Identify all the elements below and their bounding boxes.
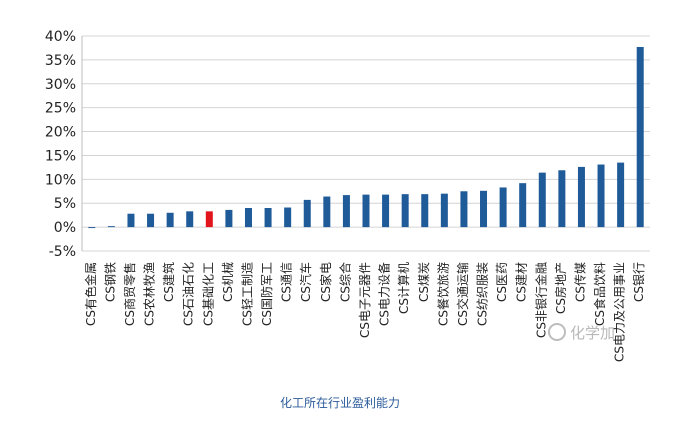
y-tick-label: 30% — [45, 77, 76, 93]
y-tick-label: -5% — [49, 244, 76, 260]
x-tick-label: CS交通运输 — [455, 262, 470, 326]
bar — [303, 199, 311, 228]
bar — [519, 183, 527, 228]
bar — [342, 195, 350, 228]
chart-figure: 40% 35% 30% 25% 20% 15% 10% 5% 0% -5% CS有色金属 CS钢铁 C… — [45, 29, 650, 362]
bar — [284, 207, 292, 228]
x-tick-label: CS餐饮旅游 — [435, 262, 450, 326]
y-tick-label: 15% — [45, 148, 76, 164]
bar — [88, 227, 96, 229]
bar — [362, 194, 370, 228]
x-tick-label: CS基础化工 — [201, 262, 215, 326]
bar — [577, 166, 585, 228]
x-tick-label: CS非银行金融 — [533, 262, 548, 338]
y-tick-label: 40% — [45, 29, 76, 45]
bar — [107, 226, 115, 228]
x-tick-label: CS传媒 — [572, 262, 587, 302]
y-tick-label: 35% — [45, 53, 76, 69]
bar — [597, 164, 605, 228]
bar — [440, 193, 448, 228]
bar — [538, 172, 546, 228]
x-tick-label: CS房地产 — [553, 262, 568, 314]
x-tick-label: CS农林牧渔 — [143, 262, 157, 326]
bar — [147, 213, 155, 228]
bar — [617, 162, 625, 228]
x-tick-label: CS商贸零售 — [122, 262, 137, 326]
y-tick-label: 25% — [45, 101, 76, 117]
bar — [401, 194, 409, 228]
x-tick-label: CS电力及公用事业 — [613, 262, 627, 362]
wechat-icon — [548, 323, 566, 341]
x-tick-label: CS建筑 — [161, 262, 176, 302]
bar — [264, 208, 272, 228]
x-tick-label: CS国防军工 — [259, 262, 274, 326]
x-tick-label: CS轻工制造 — [240, 262, 254, 326]
x-tick-label: CS石油石化 — [182, 262, 196, 326]
x-tick-label: CS有色金属 — [83, 262, 98, 326]
x-tick-label: CS电子元器件 — [358, 262, 372, 338]
x-tick-label: CS汽车 — [298, 262, 313, 302]
bar — [421, 194, 429, 228]
x-tick-label: CS钢铁 — [103, 262, 117, 302]
bar — [382, 194, 390, 228]
watermark-text: 化学加 — [570, 324, 616, 342]
bar — [460, 191, 468, 228]
bar — [480, 190, 488, 228]
x-tick-label: CS银行 — [632, 262, 646, 302]
y-tick-label: 20% — [45, 125, 76, 141]
bar — [558, 170, 566, 228]
bar — [636, 46, 644, 228]
bar — [244, 208, 252, 228]
bar — [166, 212, 174, 228]
x-tick-label: CS计算机 — [396, 262, 411, 314]
bar — [499, 187, 507, 228]
x-tick-label: CS家电 — [318, 262, 333, 302]
figure-caption: 化工所在行业盈利能力 — [279, 396, 400, 410]
x-tick-label: CS医药 — [495, 262, 509, 302]
bar — [225, 209, 233, 228]
y-tick-label: 0% — [54, 220, 76, 236]
bar — [127, 213, 135, 228]
x-tick-label: CS纺织服装 — [476, 262, 490, 326]
bar — [323, 196, 331, 228]
watermark: 化学加 — [548, 322, 615, 343]
x-tick-label: CS建材 — [515, 262, 529, 302]
bar — [205, 211, 213, 228]
bar-chart: 40% 35% 30% 25% 20% 15% 10% 5% 0% -5% CS有色金属 CS钢铁 C… — [45, 29, 650, 362]
x-tick-label: CS煤炭 — [417, 262, 431, 302]
x-tick-label: CS综合 — [337, 262, 352, 302]
bar — [186, 211, 194, 228]
x-tick-label: CS食品饮料 — [592, 262, 607, 326]
y-tick-label: 5% — [54, 196, 76, 212]
x-tick-label: CS电力设备 — [378, 262, 392, 326]
x-tick-label: CS通信 — [280, 262, 294, 302]
x-tick-label: CS机械 — [220, 262, 235, 302]
y-tick-label: 10% — [45, 172, 76, 188]
